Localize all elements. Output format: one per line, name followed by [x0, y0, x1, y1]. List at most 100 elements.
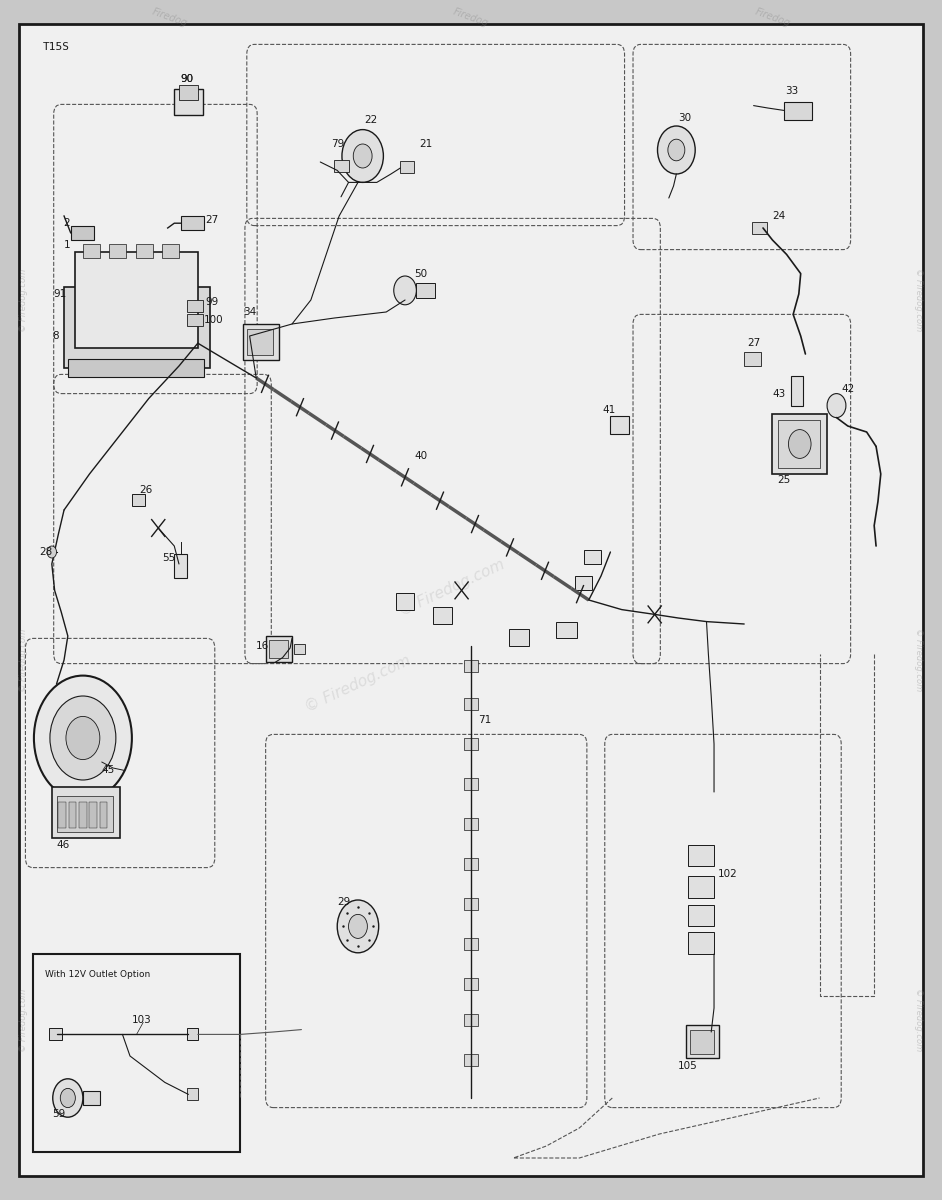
Circle shape [394, 276, 416, 305]
Text: 27: 27 [205, 215, 219, 224]
FancyBboxPatch shape [464, 1054, 478, 1066]
FancyBboxPatch shape [83, 1091, 100, 1105]
FancyBboxPatch shape [556, 622, 577, 638]
Text: © Firedog.com: © Firedog.com [914, 629, 923, 691]
FancyBboxPatch shape [75, 252, 198, 348]
FancyBboxPatch shape [752, 222, 767, 234]
FancyBboxPatch shape [132, 494, 145, 506]
FancyBboxPatch shape [49, 1028, 62, 1040]
Text: © Firedog.com: © Firedog.com [302, 653, 414, 715]
Circle shape [34, 676, 132, 800]
Text: 91: 91 [54, 289, 67, 299]
FancyBboxPatch shape [89, 802, 97, 828]
FancyBboxPatch shape [52, 787, 120, 838]
Text: © Firedog.com: © Firedog.com [19, 629, 28, 691]
FancyBboxPatch shape [162, 244, 179, 258]
FancyBboxPatch shape [187, 1088, 198, 1100]
FancyBboxPatch shape [68, 359, 204, 377]
Text: 45: 45 [102, 766, 115, 775]
Text: 102: 102 [718, 869, 738, 878]
FancyBboxPatch shape [509, 629, 529, 646]
FancyBboxPatch shape [575, 576, 592, 590]
Text: 22: 22 [365, 115, 378, 125]
FancyBboxPatch shape [686, 1025, 719, 1058]
FancyBboxPatch shape [294, 644, 305, 654]
FancyBboxPatch shape [187, 300, 203, 312]
FancyBboxPatch shape [464, 778, 478, 790]
FancyBboxPatch shape [266, 636, 292, 662]
Text: 26: 26 [139, 485, 153, 494]
FancyBboxPatch shape [688, 845, 714, 866]
FancyBboxPatch shape [464, 978, 478, 990]
FancyBboxPatch shape [174, 89, 203, 115]
FancyBboxPatch shape [179, 85, 198, 100]
FancyBboxPatch shape [464, 738, 478, 750]
Text: 8: 8 [52, 331, 58, 341]
Circle shape [668, 139, 685, 161]
Text: 21: 21 [419, 139, 432, 149]
FancyBboxPatch shape [100, 802, 107, 828]
FancyBboxPatch shape [109, 244, 126, 258]
Text: 42: 42 [841, 384, 854, 394]
FancyBboxPatch shape [396, 593, 414, 610]
FancyBboxPatch shape [688, 932, 714, 954]
FancyBboxPatch shape [136, 244, 153, 258]
Circle shape [66, 716, 100, 760]
FancyBboxPatch shape [772, 414, 827, 474]
FancyBboxPatch shape [247, 329, 273, 355]
Text: T15S: T15S [42, 42, 70, 52]
FancyBboxPatch shape [57, 796, 113, 832]
Text: 79: 79 [332, 139, 345, 149]
Text: 34: 34 [243, 307, 256, 317]
Text: 46: 46 [57, 840, 70, 850]
FancyBboxPatch shape [33, 954, 240, 1152]
FancyBboxPatch shape [464, 660, 478, 672]
FancyBboxPatch shape [181, 216, 204, 230]
FancyBboxPatch shape [19, 24, 923, 1176]
FancyBboxPatch shape [688, 905, 714, 926]
FancyBboxPatch shape [744, 352, 761, 366]
FancyBboxPatch shape [464, 858, 478, 870]
FancyBboxPatch shape [400, 161, 414, 173]
Circle shape [658, 126, 695, 174]
FancyBboxPatch shape [269, 640, 288, 658]
Text: 24: 24 [772, 211, 786, 221]
Text: With 12V Outlet Option: With 12V Outlet Option [45, 970, 151, 979]
Text: © Firedog.com: © Firedog.com [19, 269, 28, 331]
Text: 16: 16 [256, 641, 269, 650]
Circle shape [337, 900, 379, 953]
FancyBboxPatch shape [416, 283, 435, 298]
Text: 41: 41 [603, 406, 616, 415]
Text: 2: 2 [63, 218, 70, 228]
Text: 71: 71 [479, 715, 492, 725]
Text: 90: 90 [181, 74, 194, 84]
FancyBboxPatch shape [187, 1028, 198, 1040]
FancyBboxPatch shape [784, 102, 812, 120]
Text: 40: 40 [414, 451, 428, 461]
Text: 90: 90 [181, 74, 194, 84]
FancyBboxPatch shape [83, 244, 100, 258]
Text: Firedog: Firedog [452, 7, 490, 29]
FancyBboxPatch shape [69, 802, 76, 828]
Circle shape [353, 144, 372, 168]
FancyBboxPatch shape [464, 1014, 478, 1026]
Text: 100: 100 [203, 316, 223, 325]
Text: 99: 99 [205, 298, 219, 307]
FancyBboxPatch shape [58, 802, 66, 828]
FancyBboxPatch shape [174, 554, 187, 578]
FancyBboxPatch shape [584, 550, 601, 564]
FancyBboxPatch shape [690, 1030, 714, 1054]
FancyBboxPatch shape [71, 226, 94, 240]
FancyBboxPatch shape [464, 938, 478, 950]
Circle shape [60, 1088, 75, 1108]
Text: 1: 1 [64, 240, 71, 250]
Text: 105: 105 [678, 1061, 698, 1070]
FancyBboxPatch shape [64, 287, 210, 368]
Text: 43: 43 [772, 389, 786, 398]
Circle shape [827, 394, 846, 418]
FancyBboxPatch shape [464, 898, 478, 910]
FancyBboxPatch shape [610, 416, 629, 434]
Text: © Firedog.com: © Firedog.com [397, 557, 508, 619]
Text: 25: 25 [777, 475, 790, 485]
FancyBboxPatch shape [464, 698, 478, 710]
